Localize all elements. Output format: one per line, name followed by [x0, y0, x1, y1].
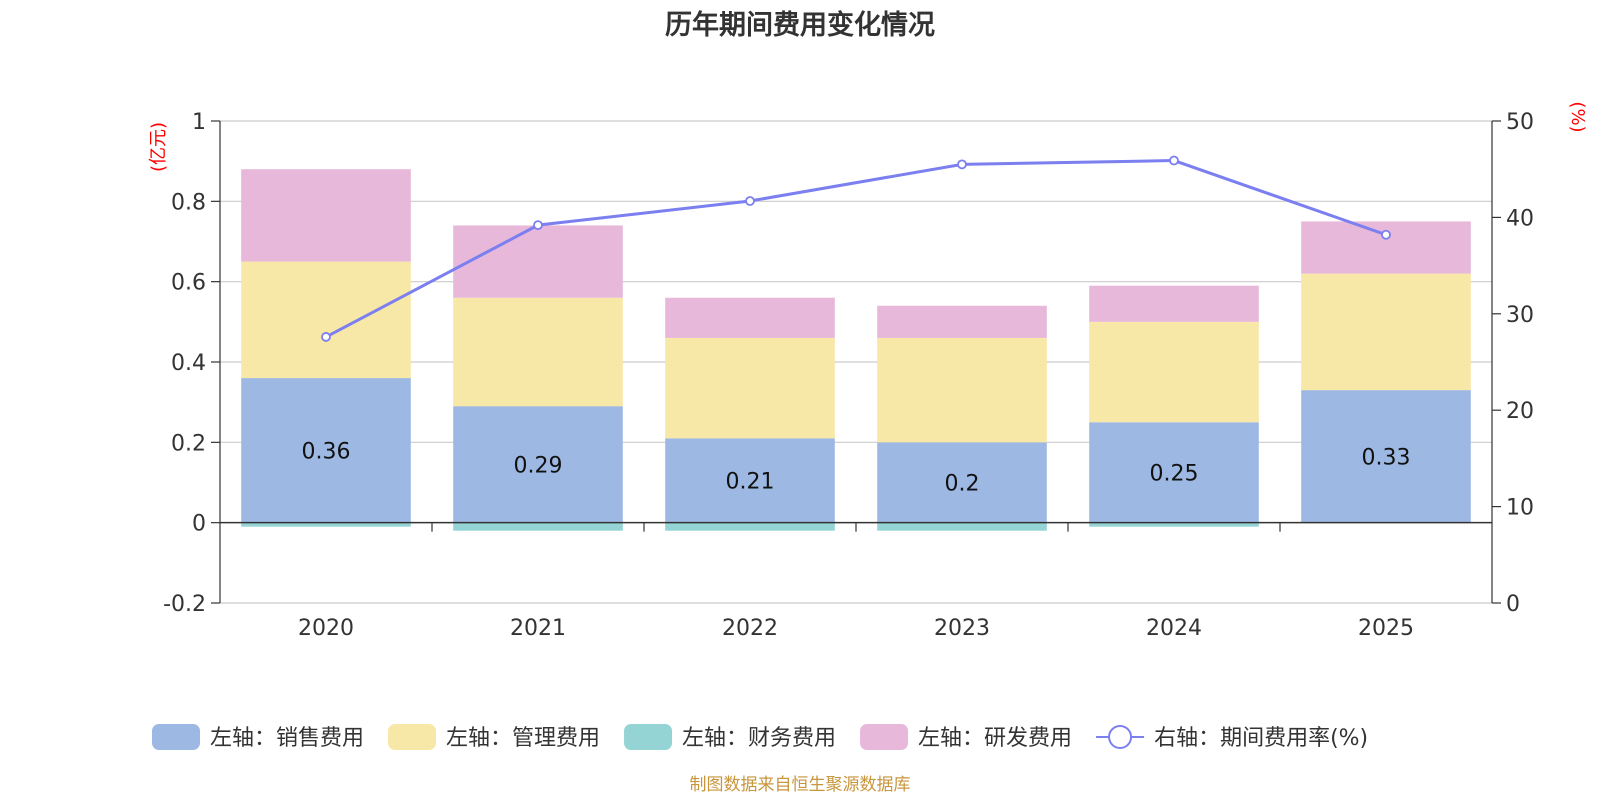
- right-tick-label: 20: [1506, 399, 1534, 424]
- bar-segment: [665, 522, 835, 531]
- rate-point: [533, 220, 543, 231]
- legend-swatch: [624, 724, 673, 750]
- x-tick-label: 2023: [934, 616, 990, 641]
- bar-segment: [665, 337, 835, 439]
- bar-segment: [1089, 285, 1259, 322]
- bar-segment: [241, 378, 411, 523]
- bar-segment: [1089, 321, 1259, 423]
- chart-title: 历年期间费用变化情况: [665, 9, 935, 41]
- legend-label: 右轴：期间费用率(%): [1154, 726, 1368, 751]
- x-tick-label: 2025: [1358, 616, 1414, 641]
- legend-label: 左轴：财务费用: [682, 726, 836, 751]
- data-label: 0.29: [514, 453, 563, 478]
- rate-point: [321, 332, 331, 342]
- bar-segment: [1301, 390, 1471, 523]
- rate-point: [1169, 155, 1179, 166]
- left-tick-label: 0.6: [171, 271, 206, 296]
- bar-segment: [877, 337, 1047, 443]
- legend-label: 左轴：管理费用: [446, 726, 600, 751]
- right-tick-label: 40: [1506, 206, 1534, 231]
- x-tick-label: 2020: [298, 616, 354, 641]
- bar-segment: [1089, 422, 1259, 523]
- rate-point: [1381, 229, 1391, 240]
- rate-line-path: [325, 159, 1387, 339]
- bar-segment: [241, 522, 411, 527]
- right-axis-unit: (%): [1567, 101, 1588, 132]
- bar-segment: [453, 225, 623, 298]
- right-tick-label: 50: [1506, 110, 1534, 135]
- data-label: 0.33: [1362, 445, 1411, 470]
- bar-segment: [1089, 522, 1259, 527]
- data-label: 0.25: [1150, 461, 1199, 486]
- x-tick-label: 2022: [722, 616, 778, 641]
- legend-marker: [1108, 725, 1133, 749]
- data-label: 0.36: [302, 439, 351, 464]
- bar-segment: [877, 305, 1047, 338]
- bars: [241, 169, 1471, 531]
- legend-label: 左轴：销售费用: [210, 726, 364, 751]
- data-label: 0.2: [945, 472, 980, 497]
- legend-swatch: [152, 724, 200, 750]
- right-tick-label: 10: [1506, 496, 1534, 521]
- bar-segment: [1301, 221, 1471, 274]
- legend: 左轴：销售费用 左轴：管理费用 左轴：财务费用 左轴：研发费用 右轴：期间费用率(%): [152, 724, 1368, 751]
- x-tick-label: 2024: [1146, 616, 1202, 641]
- legend-label: 左轴：研发费用: [918, 726, 1072, 751]
- bar-segment: [453, 406, 623, 523]
- bar-segment: [877, 522, 1047, 531]
- left-tick-label: 1: [192, 110, 206, 135]
- bar-segment: [665, 438, 835, 523]
- bar-segment: [1301, 273, 1471, 391]
- rate-point: [745, 196, 755, 206]
- bar-segment: [241, 169, 411, 262]
- bar-segment: [453, 522, 623, 531]
- bar-segment: [877, 442, 1047, 523]
- left-tick-label: 0.8: [171, 190, 206, 215]
- data-label: 0.21: [726, 469, 775, 494]
- legend-swatch: [860, 724, 909, 750]
- rate-point: [957, 159, 967, 170]
- x-tick-label: 2021: [510, 616, 566, 641]
- rate-line: [321, 155, 1391, 342]
- data-labels: 0.36 0.29 0.21 0.2 0.25 0.33: [302, 439, 1411, 496]
- right-tick-label: 30: [1506, 303, 1534, 328]
- left-tick-label: 0.4: [171, 351, 206, 376]
- legend-swatch: [388, 724, 437, 750]
- bar-segment: [241, 261, 411, 379]
- left-tick-label: 0: [192, 512, 206, 537]
- left-tick-label: -0.2: [163, 592, 206, 617]
- source-note: 制图数据来自恒生聚源数据库: [690, 775, 911, 795]
- bar-segment: [453, 297, 623, 407]
- bar-segment: [665, 297, 835, 338]
- left-axis-unit: (亿元): [148, 122, 169, 172]
- left-tick-label: 0.2: [171, 431, 206, 456]
- right-tick-label: 0: [1506, 592, 1520, 617]
